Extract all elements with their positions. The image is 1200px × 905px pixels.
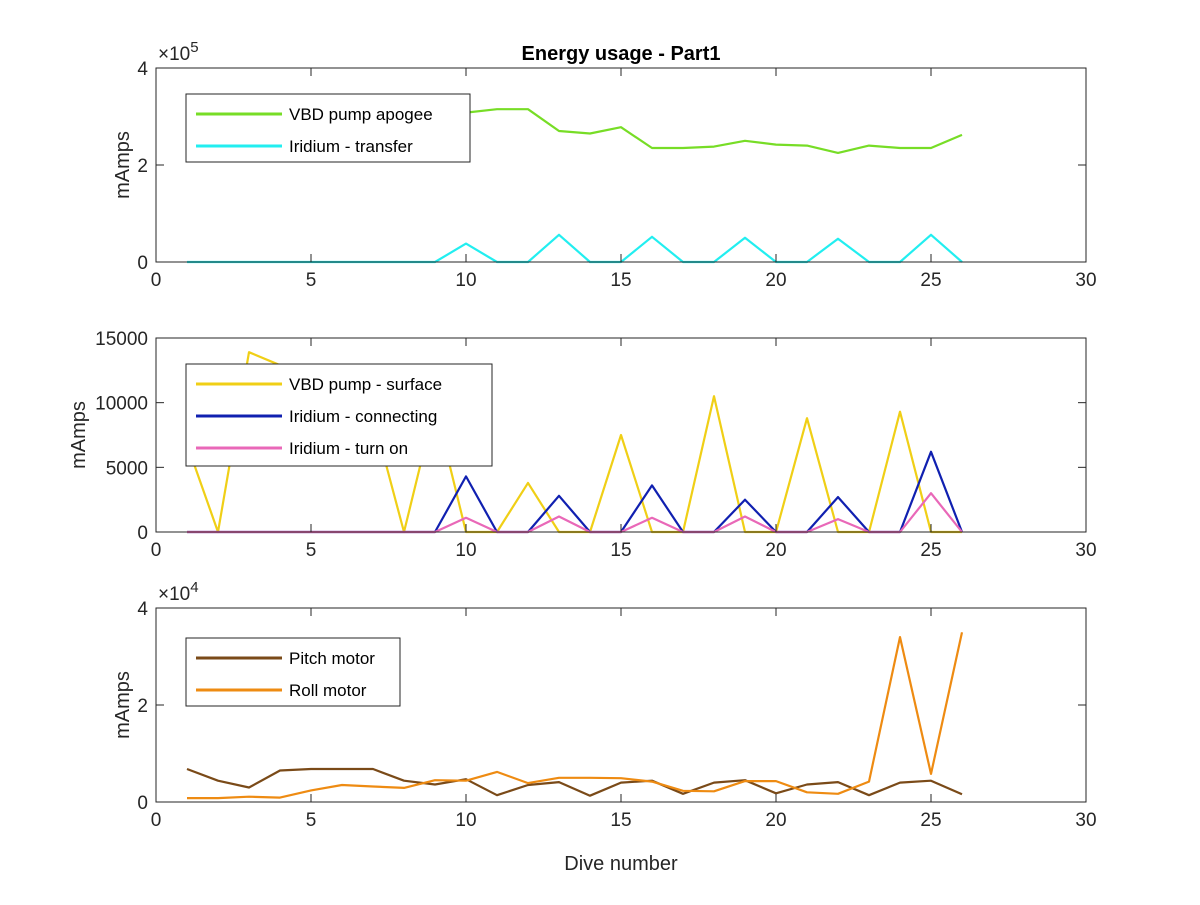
y-axis-label: mAmps xyxy=(112,671,134,739)
x-tick-label: 5 xyxy=(306,810,317,831)
y-exponent-power: 5 xyxy=(190,39,198,56)
x-tick-label: 30 xyxy=(1075,540,1096,561)
x-tick-label: 20 xyxy=(765,540,786,561)
series-line-3-2 xyxy=(187,632,964,800)
x-tick-label: 20 xyxy=(765,810,786,831)
x-tick-label: 10 xyxy=(455,810,476,831)
legend-entry-label: VBD pump apogee xyxy=(289,105,433,124)
y-tick-label: 15000 xyxy=(95,329,148,350)
x-tick-label: 5 xyxy=(306,270,317,291)
x-tick-label: 30 xyxy=(1075,810,1096,831)
y-tick-label: 4 xyxy=(137,599,148,620)
legend-entry-label: Pitch motor xyxy=(289,649,375,668)
y-tick-label: 0 xyxy=(137,523,148,544)
y-tick-label: 0 xyxy=(137,253,148,274)
legend-entry-label: Iridium - transfer xyxy=(289,137,413,156)
legend-entry-label: Iridium - connecting xyxy=(289,407,437,426)
y-tick-label: 0 xyxy=(137,793,148,814)
y-exponent-label: ×105 xyxy=(158,39,199,65)
chart-title: Energy usage - Part1 xyxy=(522,43,721,65)
legend-entry-label: VBD pump - surface xyxy=(289,375,442,394)
legend-entry-label: Iridium - turn on xyxy=(289,439,408,458)
x-tick-label: 0 xyxy=(151,270,162,291)
legend-box xyxy=(185,637,401,707)
series-line-3-1 xyxy=(186,767,963,797)
x-tick-label: 25 xyxy=(920,540,941,561)
x-tick-label: 20 xyxy=(765,270,786,291)
x-tick-label: 15 xyxy=(610,810,631,831)
y-tick-label: 5000 xyxy=(106,458,148,479)
y-tick-label: 2 xyxy=(137,156,148,177)
y-exponent-power: 4 xyxy=(190,579,198,596)
x-tick-label: 0 xyxy=(151,810,162,831)
y-tick-label: 10000 xyxy=(95,394,148,415)
legend-box xyxy=(185,93,471,163)
x-tick-label: 10 xyxy=(455,540,476,561)
legend-2: VBD pump - surface Iridium - connecting Ir… xyxy=(185,363,493,467)
x-tick-label: 0 xyxy=(151,540,162,561)
x-tick-label: 30 xyxy=(1075,270,1096,291)
series-line-1-2 xyxy=(187,233,963,264)
x-tick-label: 15 xyxy=(610,270,631,291)
x-tick-label: 10 xyxy=(455,270,476,291)
legend-3: Pitch motor Roll motor xyxy=(185,637,401,707)
y-tick-label: 4 xyxy=(137,59,148,80)
y-axis-label: mAmps xyxy=(112,131,134,199)
x-tick-label: 25 xyxy=(920,270,941,291)
subplot-1: 0 5 10 15 20 25 30 0 2 4 ×105 mAmps Energy usage - P… xyxy=(112,39,1097,291)
y-tick-label: 2 xyxy=(137,696,148,717)
x-axis-label: Dive number xyxy=(564,853,678,875)
legend-1: VBD pump apogee Iridium - transfer xyxy=(185,93,471,163)
y-exponent-label: ×104 xyxy=(158,579,199,605)
subplot-2: 0 5 10 15 20 25 30 0 5000 10000 15000 mAmps VBD pump… xyxy=(68,329,1097,561)
legend-entry-label: Roll motor xyxy=(289,681,367,700)
x-tick-label: 5 xyxy=(306,540,317,561)
x-tick-label: 15 xyxy=(610,540,631,561)
x-tick-label: 25 xyxy=(920,810,941,831)
y-axis-label: mAmps xyxy=(68,401,90,469)
